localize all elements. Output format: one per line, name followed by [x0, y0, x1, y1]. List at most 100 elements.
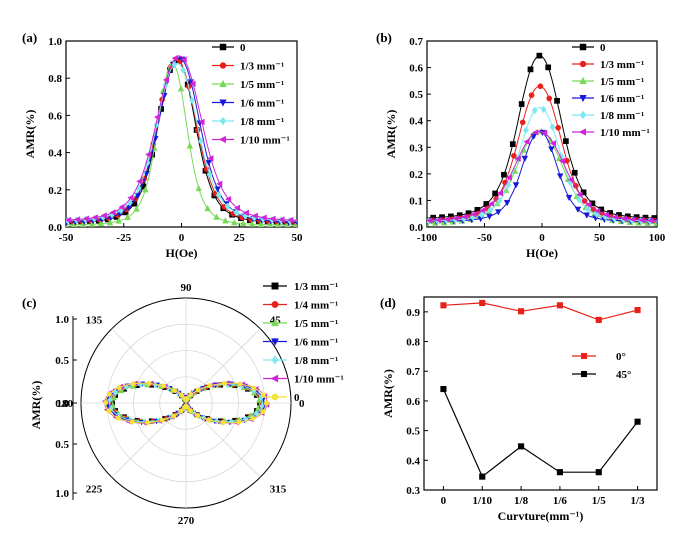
data-point: [130, 381, 136, 387]
data-point: [595, 316, 602, 323]
series-1-5-mm: [427, 127, 657, 227]
y-tick-label: 0.3: [406, 485, 420, 497]
data-point: [239, 220, 247, 227]
x-tick-label: 1/10: [472, 495, 492, 507]
data-point: [182, 396, 188, 402]
series-1-10-mm: [427, 129, 657, 224]
data-point: [220, 420, 226, 426]
data-point: [647, 217, 654, 224]
legend-label: 0: [294, 392, 300, 404]
x-tick-label: 0: [179, 232, 185, 244]
data-point: [549, 123, 556, 131]
data-point: [216, 180, 223, 188]
plot-frame: [423, 296, 658, 491]
data-point: [634, 418, 641, 425]
data-point: [255, 405, 261, 411]
legend-label: 1/5 mm⁻¹: [294, 318, 338, 330]
data-point: [251, 212, 258, 220]
legend-item: 1/8 mm⁻¹: [212, 116, 284, 128]
data-point: [545, 64, 552, 71]
data-point: [204, 204, 211, 212]
data-point: [171, 54, 178, 62]
x-tick-label: 25: [234, 232, 246, 244]
data-point: [461, 213, 468, 221]
data-point: [153, 113, 161, 121]
data-point: [233, 208, 240, 217]
y-tick-label: 0.9: [406, 307, 420, 319]
data-point: [528, 92, 535, 99]
data-point: [511, 152, 517, 159]
y-tick-label: 0.2: [48, 185, 62, 197]
data-point: [574, 206, 582, 213]
legend-item: 0°: [572, 351, 626, 363]
data-point: [259, 402, 265, 410]
legend-label: 0: [240, 42, 246, 54]
legend-label: 1/10 mm⁻¹: [294, 374, 344, 386]
legend-marker: [219, 79, 227, 87]
data-point: [222, 217, 229, 224]
data-point: [251, 385, 257, 391]
data-point: [549, 140, 557, 147]
data-point: [479, 207, 486, 214]
data-point: [585, 201, 592, 208]
data-point: [171, 387, 178, 393]
x-tick-label: 100: [649, 232, 666, 244]
legend-label: 1/6 mm⁻¹: [240, 98, 284, 110]
data-point: [224, 195, 232, 203]
legend-item: 1/5 mm⁻¹: [263, 318, 338, 330]
x-tick-label: -100: [417, 232, 438, 244]
data-point: [233, 204, 241, 212]
x-axis-label: Curvture(mm⁻¹): [498, 509, 584, 523]
y-tick-label: 0.3: [409, 142, 423, 154]
data-point: [594, 207, 601, 215]
data-point: [100, 212, 107, 219]
data-point: [514, 155, 521, 162]
legend-label: 1/3 mm⁻¹: [240, 61, 284, 73]
legend-marker: [271, 282, 279, 290]
data-point: [486, 213, 493, 221]
series-line: [427, 130, 657, 225]
data-point: [198, 118, 205, 126]
panel-d-chart: 0 1/10 1/8 1/6 1/5 1/3 0.3 0.4 0.5 0.6 0.7 0.8 0.9 Cu…: [381, 296, 658, 523]
data-point: [112, 389, 119, 396]
legend-label: 45°: [616, 369, 631, 381]
data-point: [205, 159, 212, 167]
legend-item: 1/6 mm⁻¹: [572, 93, 644, 105]
data-point: [536, 52, 543, 59]
panel-c-polar-chart: 045901351802252703151.00.50.00.51.0AMR(%…: [29, 281, 344, 527]
data-point: [236, 419, 242, 425]
data-point: [554, 97, 560, 104]
data-point: [106, 219, 114, 226]
data-point: [118, 387, 125, 394]
data-point: [224, 202, 231, 211]
legend-label: 1/3 mm⁻¹: [294, 281, 338, 293]
legend-marker: [579, 76, 587, 84]
data-point: [266, 221, 273, 227]
legend-item: 1/5 mm⁻¹: [212, 79, 284, 91]
data-point: [127, 194, 134, 201]
legend-item: 1/3 mm⁻¹: [212, 61, 284, 73]
legend-marker: [219, 43, 227, 51]
legend: 0 1/3 mm⁻¹ 1/5 mm⁻¹ 1/6 mm⁻¹ 1/8 mm⁻¹ 1/10 mm…: [212, 42, 290, 147]
legend-item: 1/8 mm⁻¹: [572, 110, 644, 122]
data-point: [171, 413, 177, 419]
data-point: [109, 209, 116, 216]
data-point: [518, 443, 525, 450]
data-point: [523, 138, 530, 145]
legend-label: 1/4 mm⁻¹: [294, 300, 338, 312]
panel-d-label: (d): [380, 295, 396, 310]
y-tick-label: 0.4: [409, 116, 423, 128]
data-point: [257, 220, 265, 227]
data-point: [634, 307, 641, 314]
data-point: [478, 210, 485, 219]
y-tick-label: 0.4: [48, 148, 62, 160]
legend-marker: [579, 95, 587, 103]
data-point: [187, 408, 194, 414]
series-line: [66, 62, 297, 226]
data-point: [159, 417, 165, 423]
legend-item: 0: [572, 42, 606, 54]
data-point: [189, 96, 195, 105]
data-point: [134, 192, 141, 200]
legend-item: 1/3 mm⁻¹: [572, 59, 644, 71]
